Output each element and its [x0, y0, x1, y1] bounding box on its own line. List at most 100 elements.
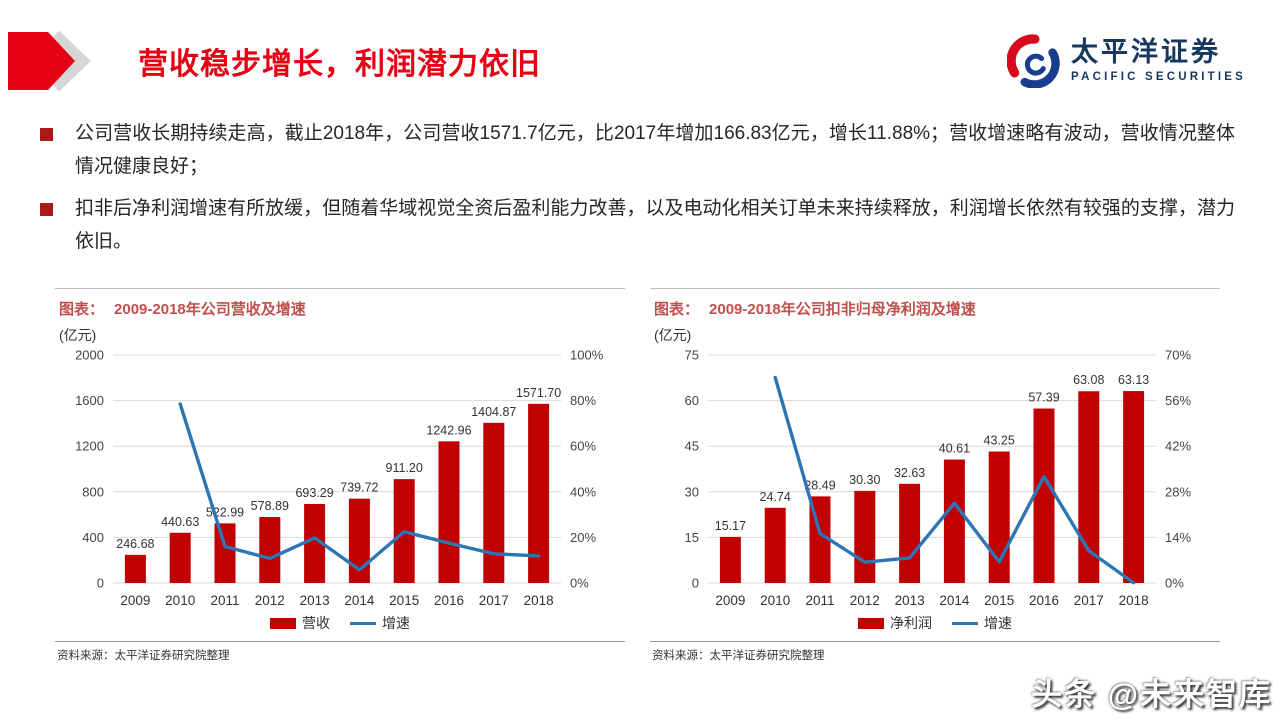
right-axis-tick-label: 56%	[1165, 393, 1191, 408]
bar-value-label: 57.39	[1028, 391, 1059, 405]
bar-value-label: 30.30	[849, 473, 880, 487]
bullet-square-icon	[40, 128, 53, 141]
legend-item-growth: 增速	[952, 613, 1012, 633]
figure-title-text: 2009-2018年公司营收及增速	[114, 301, 306, 318]
panel-divider	[650, 641, 1220, 642]
legend-line-swatch-icon	[350, 621, 376, 625]
x-axis-tick-label: 2011	[805, 593, 834, 608]
page-title: 营收稳步增长，利润潜力依旧	[138, 48, 541, 81]
chart-panel-revenue: 图表： 2009-2018年公司营收及增速 0 0% 400 20% 800 40% 1200…	[55, 288, 625, 663]
right-axis-tick-label: 42%	[1165, 439, 1191, 454]
x-axis-tick-label: 2014	[939, 593, 970, 608]
bar-value-label: 911.20	[386, 461, 423, 475]
bar-value-label: 246.68	[116, 537, 154, 551]
x-axis-tick-label: 2016	[1029, 593, 1059, 608]
x-axis-tick-label: 2013	[895, 593, 925, 608]
bar	[259, 517, 281, 583]
x-axis-tick-label: 2009	[120, 593, 150, 608]
left-axis-tick-label: 15	[685, 530, 699, 545]
bar-value-label: 24.74	[760, 490, 791, 504]
panel-divider	[55, 641, 625, 642]
bullet-text: 扣非后净利润增速有所放缓，但随着华域视觉全资后盈利能力改善，以及电动化相关订单未…	[75, 198, 1235, 253]
bar	[943, 459, 965, 583]
right-axis-tick-label: 100%	[570, 348, 604, 363]
bar-value-label: 63.13	[1118, 373, 1149, 387]
legend-item-net-profit: 净利润	[858, 613, 932, 633]
left-axis-tick-label: 2000	[75, 348, 104, 363]
bar	[483, 422, 505, 583]
bar	[438, 441, 460, 583]
pacific-securities-logo: 太平洋证券 PACIFIC SECURITIES	[1007, 34, 1246, 88]
left-axis-tick-label: 1600	[75, 393, 104, 408]
bar-value-label: 32.63	[894, 466, 925, 480]
slide-header: 营收稳步增长，利润潜力依旧 太平洋证券 PACIFIC SECURITIES	[0, 28, 1280, 94]
bar-value-label: 739.72	[340, 481, 378, 495]
figure-label: 图表：	[59, 301, 105, 318]
pacific-securities-logo-icon	[1007, 34, 1060, 88]
bullet-square-icon	[40, 203, 53, 217]
x-axis-tick-label: 2018	[524, 593, 554, 608]
logo-name-cn: 太平洋证券	[1071, 37, 1222, 68]
legend-line-swatch-icon	[952, 621, 978, 625]
x-axis-tick-label: 2009	[715, 593, 745, 608]
x-axis-tick-label: 2017	[1074, 593, 1104, 608]
x-axis-tick-label: 2016	[434, 593, 464, 608]
chart-legend: 净利润 增速	[650, 613, 1220, 633]
right-axis-tick-label: 14%	[1165, 530, 1191, 545]
legend-label: 营收	[302, 615, 330, 631]
axis-unit-label: (亿元)	[59, 327, 96, 343]
right-axis-tick-label: 80%	[570, 393, 596, 408]
bar-value-label: 440.63	[161, 515, 199, 529]
bar	[764, 507, 786, 583]
bar-value-label: 40.61	[939, 442, 970, 456]
bar-value-label: 1242.96	[426, 423, 471, 437]
legend-label: 增速	[382, 615, 410, 631]
right-axis-tick-label: 70%	[1165, 348, 1191, 363]
chart-panel-net-profit: 图表： 2009-2018年公司扣非归母净利润及增速 0 0% 15 14% 30 28% 4…	[650, 288, 1220, 663]
bar	[1123, 391, 1145, 583]
x-axis-tick-label: 2010	[165, 593, 195, 608]
gray-chevron-icon	[48, 30, 91, 92]
legend-item-revenue: 营收	[270, 613, 330, 633]
figure-title: 图表： 2009-2018年公司扣非归母净利润及增速	[650, 289, 1220, 323]
x-axis-tick-label: 2015	[984, 593, 1014, 608]
watermark: 头条 @未来智库	[1031, 677, 1272, 712]
logo-name-en: PACIFIC SECURITIES	[1071, 71, 1246, 84]
summary-bullets: 公司营收长期持续走高，截止2018年，公司营收1571.7亿元，比2017年增加…	[40, 118, 1240, 269]
legend-label: 净利润	[890, 615, 932, 631]
legend-label: 增速	[984, 615, 1012, 631]
bar-value-label: 28.49	[804, 478, 835, 492]
x-axis-tick-label: 2015	[389, 593, 419, 608]
bar	[899, 483, 921, 583]
right-axis-tick-label: 0%	[570, 576, 589, 591]
left-axis-tick-label: 45	[685, 439, 699, 454]
bar	[348, 498, 370, 583]
bullet-item: 扣非后净利润增速有所放缓，但随着华域视觉全资后盈利能力改善，以及电动化相关订单未…	[40, 193, 1240, 258]
bar-value-label: 578.89	[251, 499, 289, 513]
bar-value-label: 63.08	[1073, 373, 1104, 387]
bar-value-label: 15.17	[715, 519, 746, 533]
growth-rate-line	[178, 402, 541, 572]
left-axis-tick-label: 75	[685, 348, 699, 363]
bar-value-label: 43.25	[984, 434, 1015, 448]
left-axis-tick-label: 60	[685, 393, 699, 408]
x-axis-tick-label: 2010	[760, 593, 790, 608]
x-axis-tick-label: 2018	[1119, 593, 1149, 608]
growth-rate-line	[773, 375, 1136, 585]
figure-title-text: 2009-2018年公司扣非归母净利润及增速	[709, 301, 976, 318]
right-axis-tick-label: 40%	[570, 484, 596, 499]
legend-bar-swatch-icon	[858, 617, 884, 629]
legend-item-growth: 增速	[350, 613, 410, 633]
chart-legend: 营收 增速	[55, 613, 625, 633]
x-axis-tick-label: 2012	[850, 593, 880, 608]
x-axis-tick-label: 2011	[210, 593, 239, 608]
bullet-text: 公司营收长期持续走高，截止2018年，公司营收1571.7亿元，比2017年增加…	[75, 123, 1235, 177]
source-note: 资料来源：太平洋证券研究院整理	[57, 650, 230, 662]
logo-text: 太平洋证券 PACIFIC SECURITIES	[1071, 38, 1246, 83]
left-axis-tick-label: 400	[82, 530, 104, 545]
bar	[124, 554, 146, 583]
bar	[719, 536, 741, 583]
left-axis-tick-label: 0	[97, 576, 104, 591]
revenue-growth-chart: 0 0% 400 20% 800 40% 1200 60% 1600 80% 2000 100% (亿元…	[59, 327, 604, 608]
right-axis-tick-label: 28%	[1165, 484, 1191, 499]
